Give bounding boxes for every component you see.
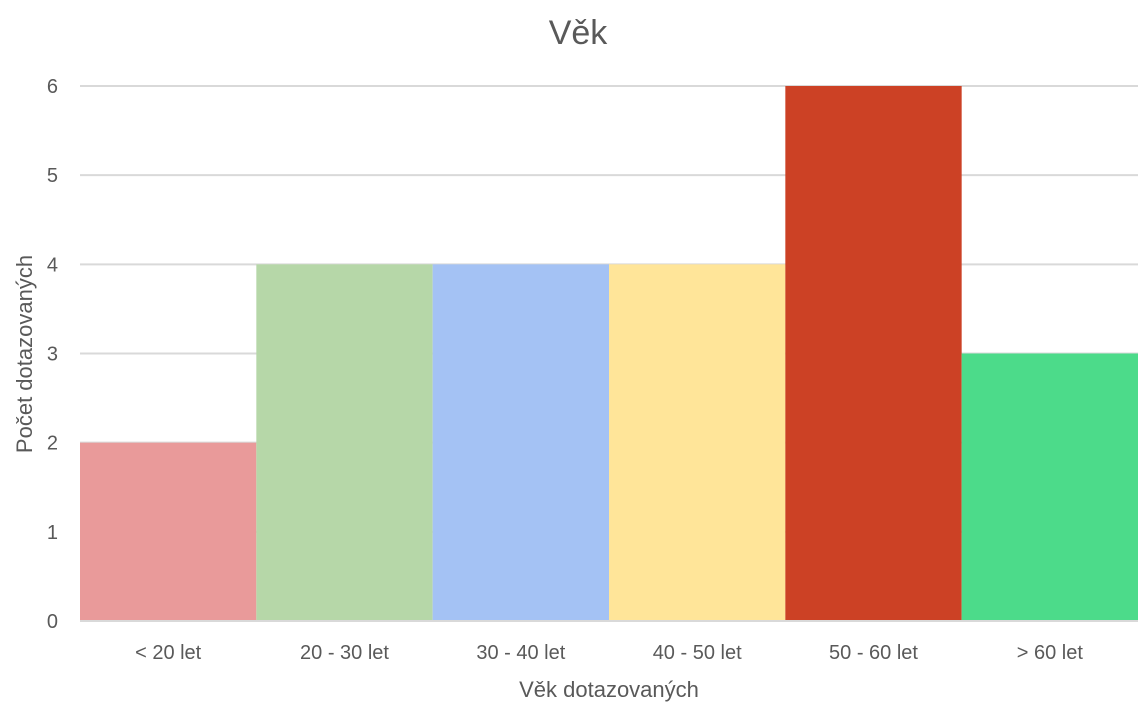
- chart-title: Věk: [549, 14, 609, 52]
- y-axis-title: Počet dotazovaných: [12, 255, 37, 453]
- x-tick-label: 20 - 30 let: [300, 642, 389, 664]
- bar: [80, 442, 257, 621]
- y-tick-label: 0: [47, 611, 58, 633]
- x-axis-ticks: < 20 let 20 - 30 let 30 - 40 let 40 - 50 le…: [135, 642, 1083, 664]
- bar: [256, 264, 433, 621]
- bars: [80, 86, 1138, 621]
- y-tick-label: 4: [47, 254, 58, 276]
- y-tick-label: 6: [47, 76, 58, 98]
- x-axis-title: Věk dotazovaných: [519, 677, 699, 702]
- y-tick-label: 5: [47, 165, 58, 187]
- bar: [432, 264, 609, 621]
- x-tick-label: 40 - 50 let: [653, 642, 742, 664]
- bar: [785, 86, 962, 621]
- y-axis-ticks: 0 1 2 3 4 5 6: [47, 76, 58, 633]
- y-tick-label: 1: [47, 522, 58, 544]
- x-tick-label: 50 - 60 let: [829, 642, 918, 664]
- bar: [961, 353, 1138, 621]
- x-tick-label: > 60 let: [1017, 642, 1084, 664]
- x-tick-label: 30 - 40 let: [476, 642, 565, 664]
- bar: [609, 264, 786, 621]
- x-tick-label: < 20 let: [135, 642, 202, 664]
- y-tick-label: 2: [47, 433, 58, 455]
- y-tick-label: 3: [47, 344, 58, 366]
